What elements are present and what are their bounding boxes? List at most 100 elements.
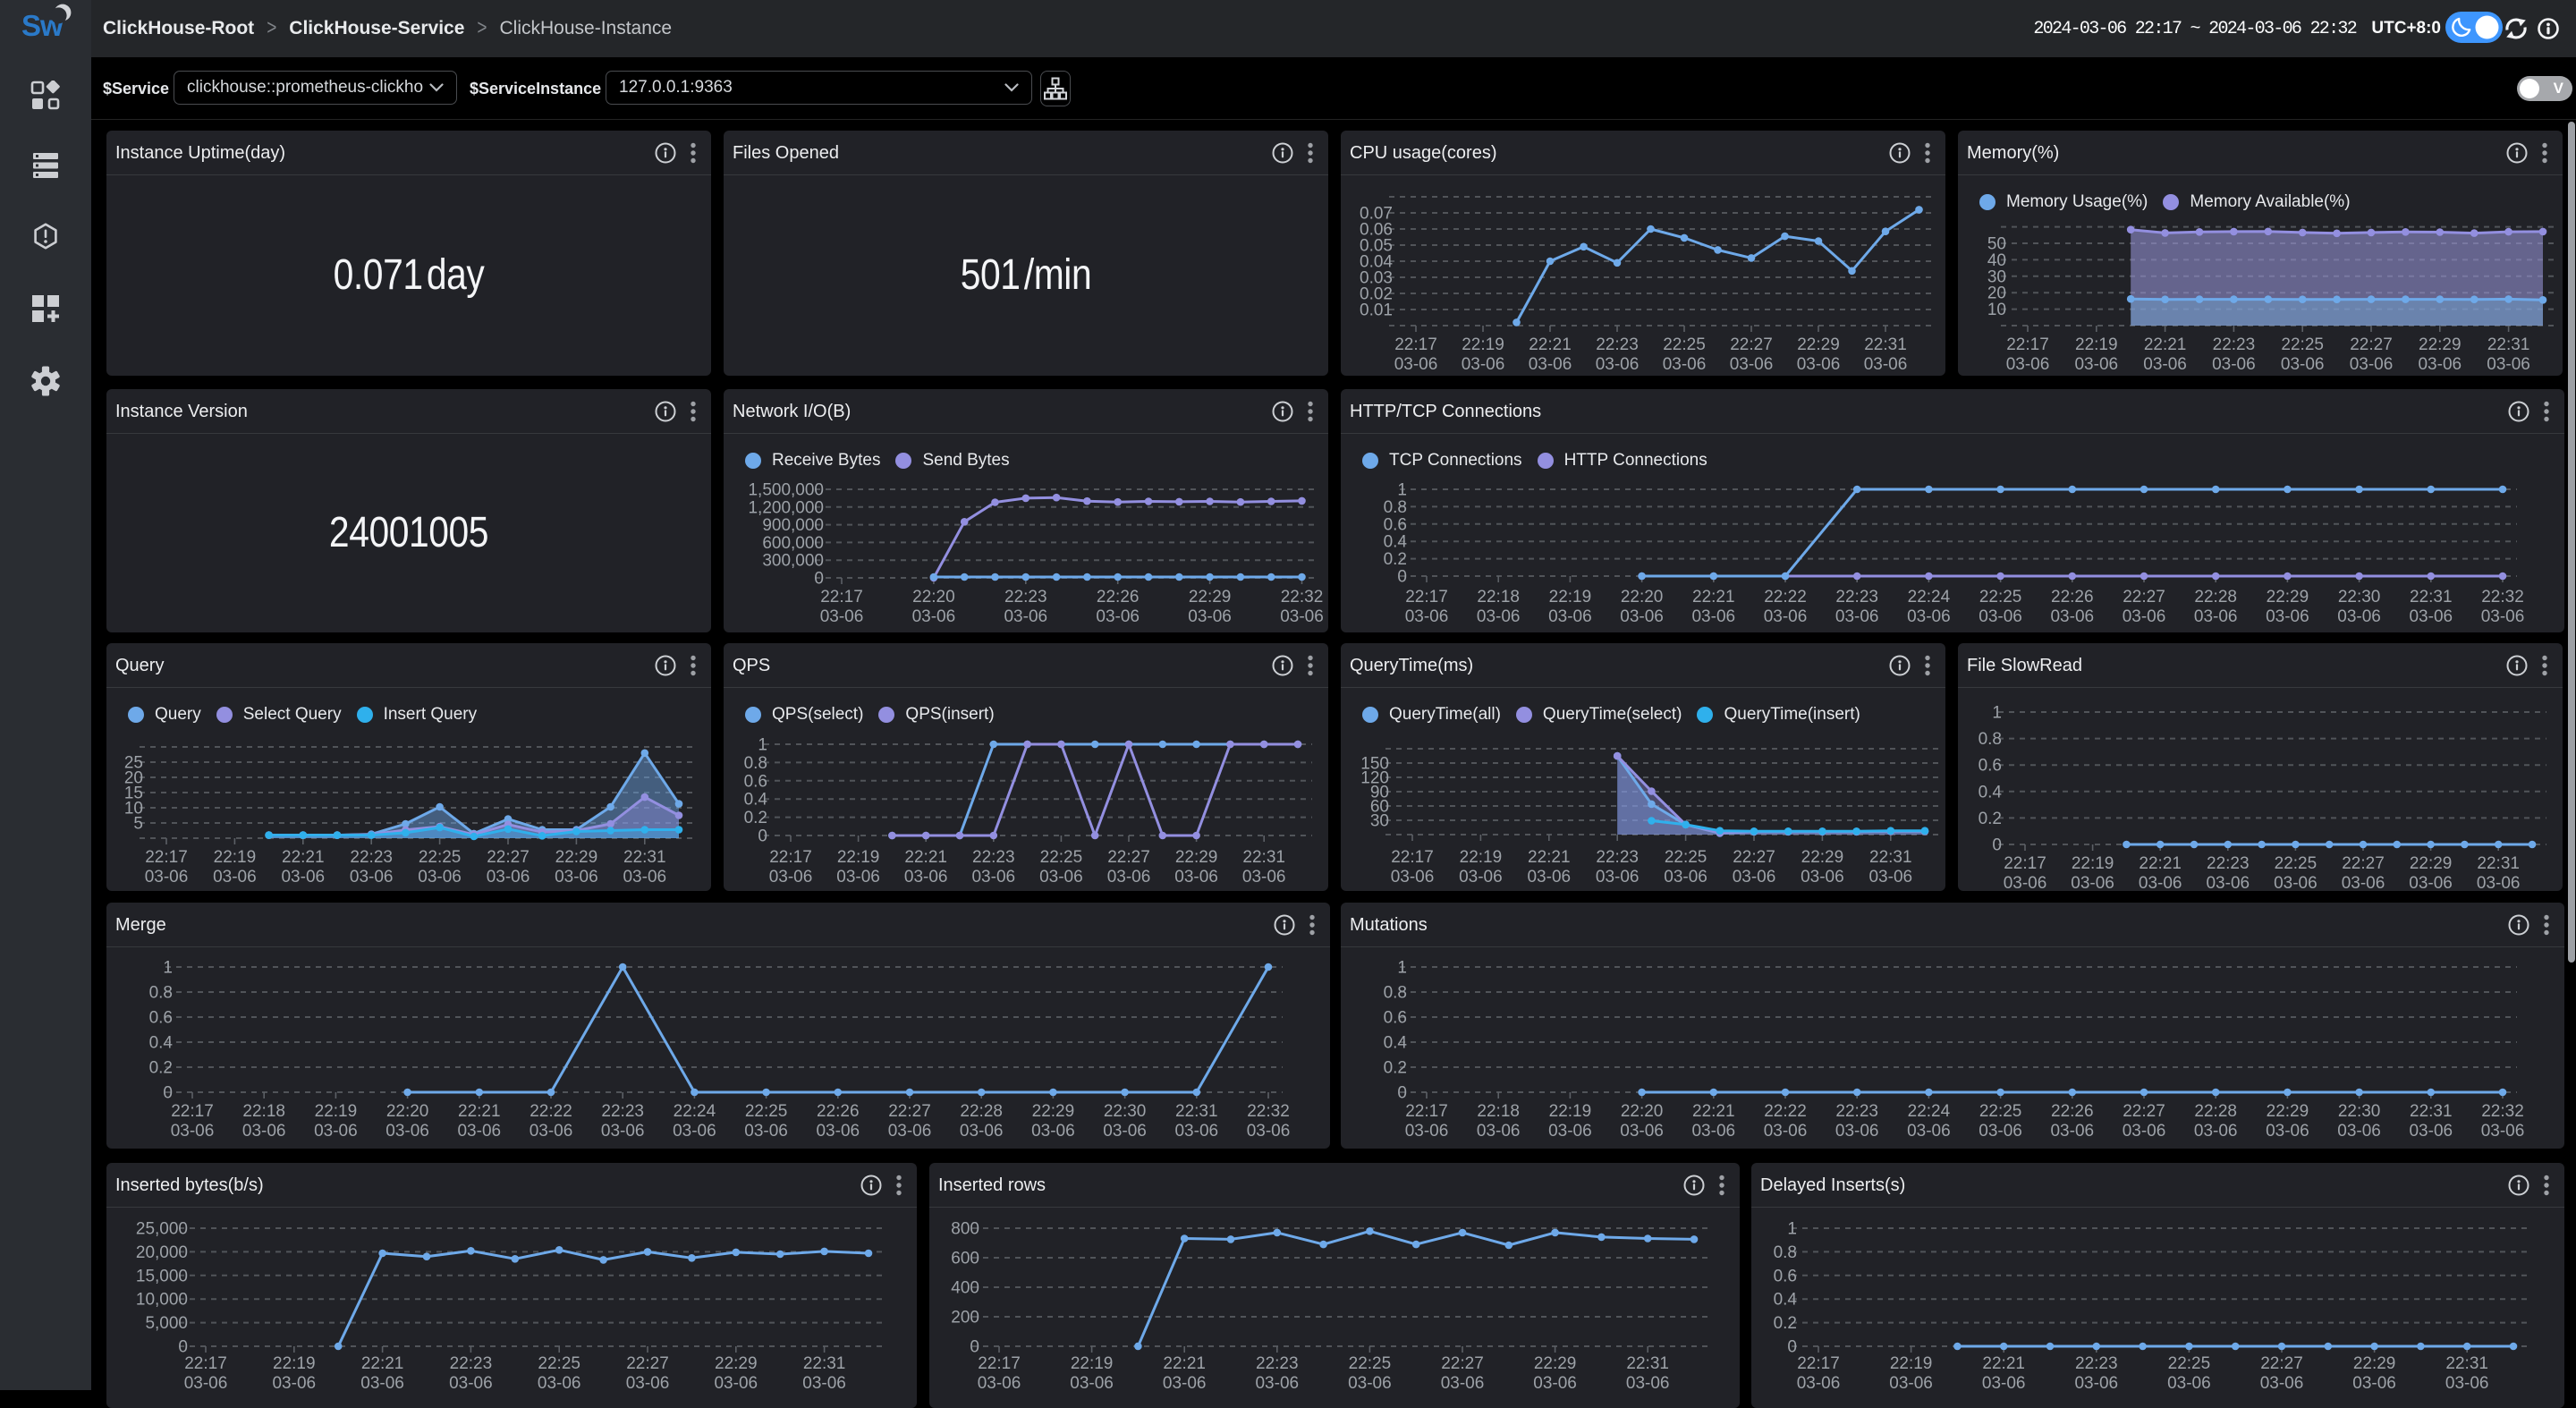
svg-text:40: 40: [1987, 251, 2006, 270]
svg-text:0.2: 0.2: [1774, 1314, 1797, 1333]
svg-text:03-06: 03-06: [1835, 607, 1879, 626]
svg-text:22:27: 22:27: [487, 848, 530, 867]
svg-text:03-06: 03-06: [2050, 607, 2094, 626]
svg-text:03-06: 03-06: [2342, 874, 2385, 891]
svg-text:0.07: 0.07: [1360, 205, 1393, 224]
svg-text:22:21: 22:21: [1692, 588, 1735, 606]
svg-text:03-06: 03-06: [2123, 607, 2166, 626]
svg-text:25,000: 25,000: [136, 1220, 188, 1239]
svg-text:0.8: 0.8: [1384, 984, 1407, 1003]
svg-text:600,000: 600,000: [762, 534, 824, 553]
svg-text:0.6: 0.6: [1384, 1009, 1407, 1028]
svg-text:03-06: 03-06: [1548, 1122, 1592, 1141]
svg-text:22:27: 22:27: [1107, 848, 1150, 867]
svg-text:03-06: 03-06: [1405, 607, 1449, 626]
svg-text:22:19: 22:19: [1549, 1102, 1592, 1121]
svg-text:03-06: 03-06: [2143, 355, 2187, 374]
svg-text:03-06: 03-06: [2050, 1122, 2094, 1141]
svg-text:22:32: 22:32: [1247, 1102, 1290, 1121]
svg-text:0.6: 0.6: [744, 772, 767, 791]
svg-text:03-06: 03-06: [1764, 1122, 1808, 1141]
svg-text:03-06: 03-06: [2337, 607, 2381, 626]
svg-text:03-06: 03-06: [314, 1122, 358, 1141]
svg-text:03-06: 03-06: [1868, 868, 1912, 886]
svg-text:22:17: 22:17: [1797, 1354, 1840, 1373]
svg-text:03-06: 03-06: [2266, 607, 2309, 626]
svg-text:22:31: 22:31: [2477, 854, 2520, 873]
svg-text:22:25: 22:25: [1979, 1102, 2022, 1121]
svg-text:600: 600: [951, 1250, 979, 1268]
svg-text:03-06: 03-06: [272, 1374, 316, 1393]
svg-text:0.06: 0.06: [1360, 221, 1393, 240]
svg-text:22:26: 22:26: [2051, 1102, 2094, 1121]
svg-text:22:30: 22:30: [1104, 1102, 1147, 1121]
svg-text:03-06: 03-06: [1533, 1374, 1577, 1393]
svg-text:22:18: 22:18: [242, 1102, 285, 1121]
svg-text:22:18: 22:18: [1477, 1102, 1520, 1121]
svg-text:22:23: 22:23: [2213, 335, 2256, 354]
svg-text:22:26: 22:26: [1097, 588, 1140, 606]
svg-text:22:19: 22:19: [1071, 1354, 1114, 1373]
svg-text:03-06: 03-06: [1405, 1122, 1449, 1141]
svg-text:22:22: 22:22: [1764, 588, 1807, 606]
svg-text:03-06: 03-06: [1982, 1374, 2026, 1393]
svg-text:22:20: 22:20: [1621, 1102, 1664, 1121]
svg-text:22:27: 22:27: [1733, 848, 1775, 867]
svg-text:03-06: 03-06: [1733, 868, 1776, 886]
svg-text:03-06: 03-06: [1247, 1122, 1291, 1141]
svg-text:5: 5: [133, 815, 143, 834]
svg-text:10: 10: [124, 800, 143, 819]
svg-text:22:31: 22:31: [623, 848, 666, 867]
svg-text:03-06: 03-06: [2074, 1374, 2118, 1393]
svg-text:22:29: 22:29: [715, 1354, 758, 1373]
svg-text:03-06: 03-06: [213, 868, 257, 886]
svg-text:200: 200: [951, 1309, 979, 1327]
svg-text:22:31: 22:31: [1626, 1354, 1669, 1373]
svg-text:03-06: 03-06: [1348, 1374, 1392, 1393]
svg-text:22:23: 22:23: [1004, 588, 1047, 606]
svg-text:0: 0: [1787, 1338, 1797, 1357]
svg-text:0.2: 0.2: [1979, 810, 2002, 828]
svg-text:0.6: 0.6: [149, 1009, 173, 1028]
svg-text:800: 800: [951, 1220, 979, 1239]
svg-text:0.2: 0.2: [744, 809, 767, 827]
svg-text:22:19: 22:19: [1462, 335, 1504, 354]
svg-text:22:32: 22:32: [1281, 588, 1324, 606]
svg-text:22:32: 22:32: [2481, 588, 2524, 606]
svg-text:22:17: 22:17: [1405, 1102, 1448, 1121]
svg-text:0.6: 0.6: [1979, 757, 2002, 776]
svg-text:03-06: 03-06: [1907, 607, 1951, 626]
svg-text:22:27: 22:27: [2123, 1102, 2165, 1121]
svg-text:0.4: 0.4: [1384, 533, 1408, 552]
svg-text:22:17: 22:17: [1391, 848, 1434, 867]
svg-text:03-06: 03-06: [1441, 1374, 1485, 1393]
svg-text:03-06: 03-06: [744, 1122, 788, 1141]
svg-text:03-06: 03-06: [2194, 1122, 2238, 1141]
svg-text:03-06: 03-06: [1174, 868, 1218, 886]
svg-text:22:24: 22:24: [1908, 588, 1951, 606]
svg-text:03-06: 03-06: [2487, 355, 2530, 374]
svg-text:03-06: 03-06: [386, 1122, 429, 1141]
svg-text:22:17: 22:17: [171, 1102, 214, 1121]
svg-text:22:21: 22:21: [1982, 1354, 2025, 1373]
svg-text:03-06: 03-06: [1255, 1374, 1299, 1393]
svg-text:22:17: 22:17: [769, 848, 812, 867]
svg-text:03-06: 03-06: [1979, 1122, 2022, 1141]
svg-text:22:20: 22:20: [386, 1102, 429, 1121]
svg-text:03-06: 03-06: [555, 868, 598, 886]
svg-text:03-06: 03-06: [1039, 868, 1083, 886]
svg-text:30: 30: [1987, 267, 2006, 286]
svg-text:22:31: 22:31: [1175, 1102, 1218, 1121]
svg-text:22:29: 22:29: [555, 848, 598, 867]
svg-text:03-06: 03-06: [1797, 355, 1841, 374]
svg-text:22:31: 22:31: [803, 1354, 846, 1373]
svg-text:03-06: 03-06: [2074, 355, 2118, 374]
svg-text:0: 0: [178, 1338, 188, 1357]
svg-text:03-06: 03-06: [2167, 1374, 2211, 1393]
svg-text:1: 1: [1992, 704, 2002, 723]
svg-text:22:25: 22:25: [2281, 335, 2324, 354]
svg-text:03-06: 03-06: [816, 1122, 860, 1141]
svg-text:03-06: 03-06: [2212, 355, 2256, 374]
svg-text:22:21: 22:21: [282, 848, 325, 867]
svg-text:22:24: 22:24: [674, 1102, 716, 1121]
